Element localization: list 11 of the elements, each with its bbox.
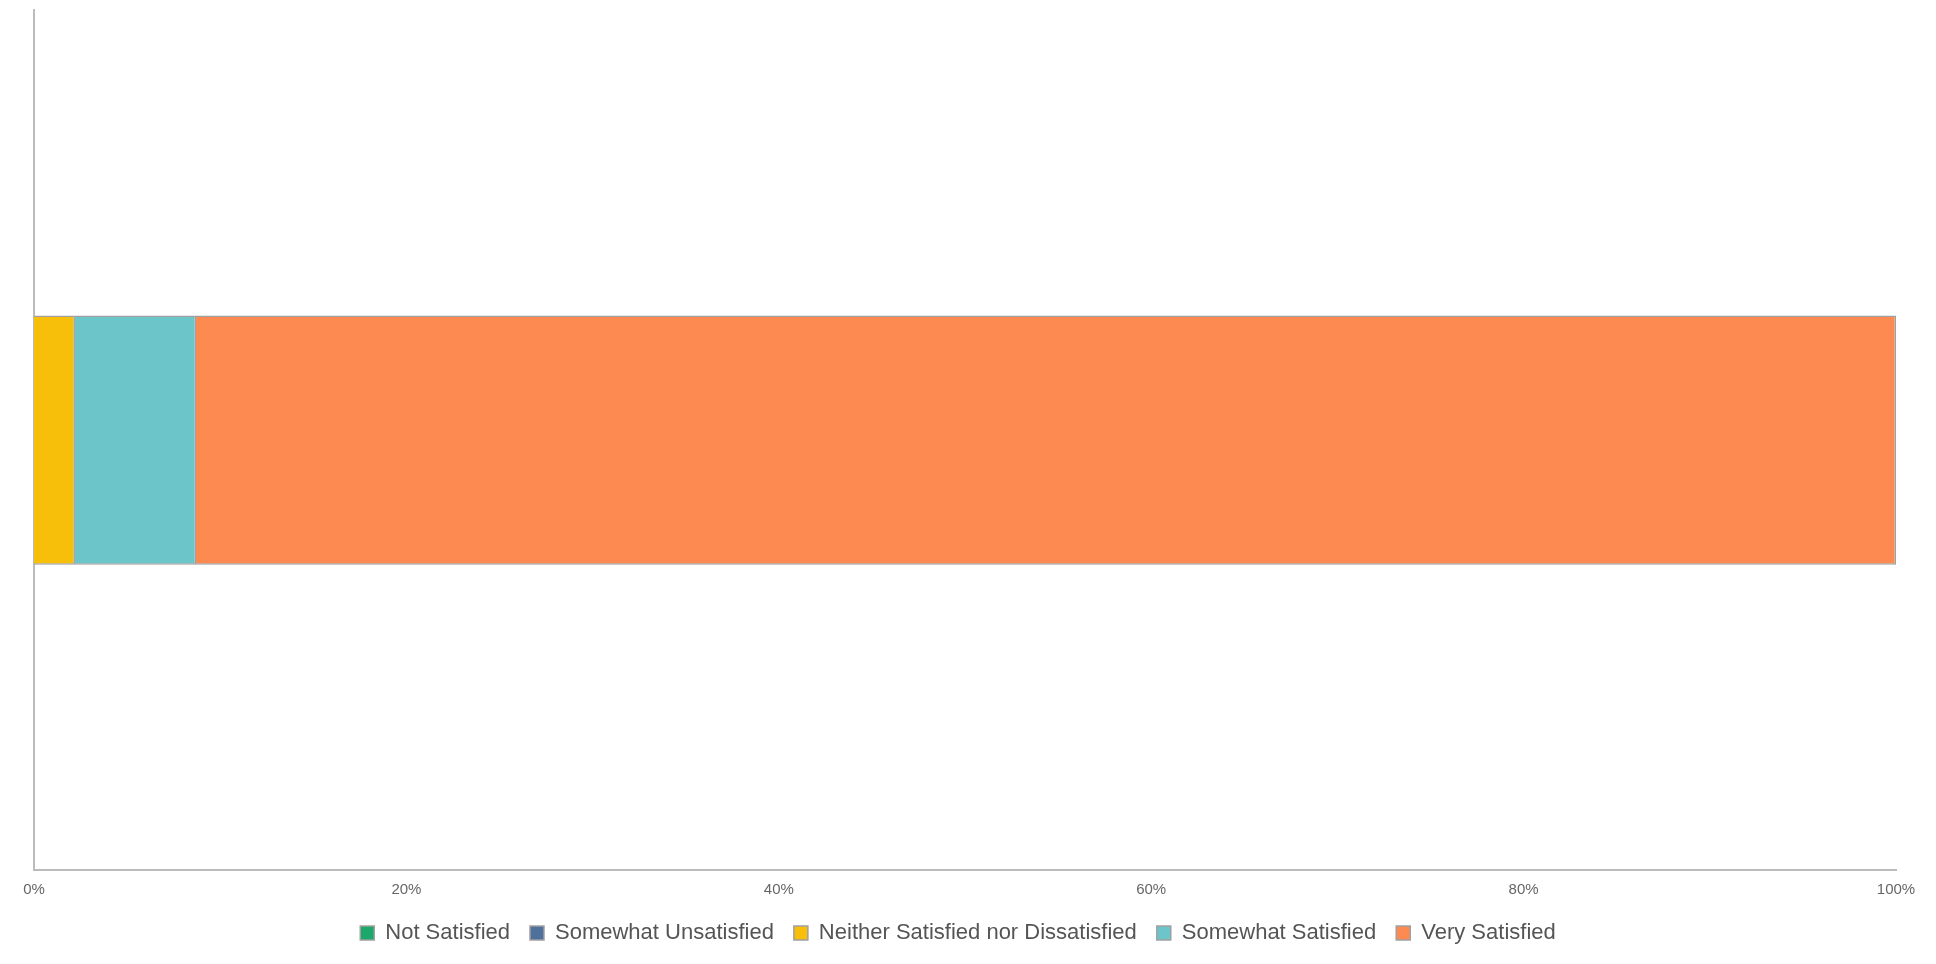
legend-label: Neither Satisfied nor Dissatisfied bbox=[818, 919, 1137, 945]
x-tick-label: 60% bbox=[1136, 880, 1167, 898]
legend-label: Not Satisfied bbox=[385, 919, 510, 945]
x-tick-label: 100% bbox=[1876, 880, 1916, 898]
x-tick-label: 0% bbox=[23, 880, 45, 898]
x-tick-label: 20% bbox=[391, 880, 422, 898]
x-tick-label: 80% bbox=[1508, 880, 1539, 898]
legend-label: Very Satisfied bbox=[1421, 919, 1556, 945]
legend-label: Somewhat Unsatisfied bbox=[554, 919, 774, 945]
x-tick-label: 40% bbox=[763, 880, 794, 898]
legend-label: Somewhat Satisfied bbox=[1181, 919, 1377, 945]
